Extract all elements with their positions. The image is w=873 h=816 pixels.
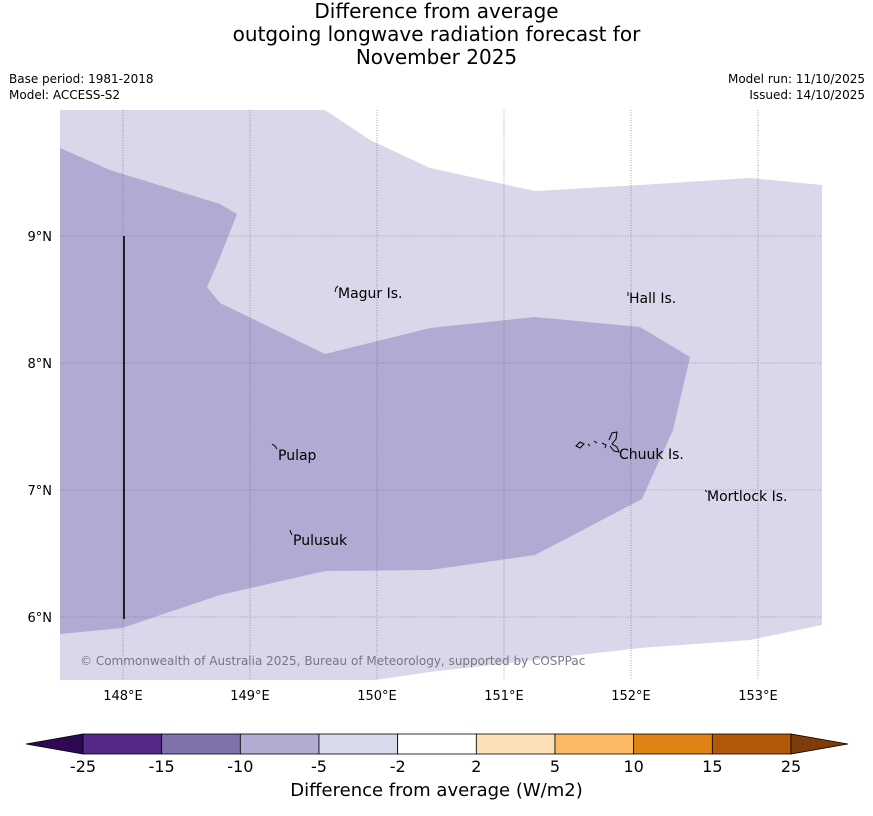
colorbar-tick: -5 [311, 757, 327, 776]
lat-tick-6: 6°N [28, 611, 53, 626]
colorbar-tick: 10 [623, 757, 643, 776]
meta-right: Model run: 11/10/2025 Issued: 14/10/2025 [728, 71, 865, 103]
title-line-2: outgoing longwave radiation forecast for [232, 22, 641, 46]
colorbar-segment [711, 733, 792, 755]
colorbar-tick: -10 [227, 757, 253, 776]
label-hall: Hall Is. [629, 291, 676, 307]
colorbar-extend-low [25, 733, 84, 755]
island-magur [334, 285, 339, 293]
colorbar-tick: 2 [471, 757, 481, 776]
label-chuuk: Chuuk Is. [619, 447, 684, 463]
meta-left: Base period: 1981-2018 Model: ACCESS-S2 [9, 71, 154, 103]
colorbar-segment [554, 733, 635, 755]
lat-tick-9: 9°N [28, 230, 53, 245]
colorbar-segment [318, 733, 399, 755]
field-medium [60, 148, 690, 634]
title-line-3: November 2025 [355, 45, 518, 69]
lon-tick-150: 150°E [357, 689, 397, 704]
colorbar-tick: -2 [390, 757, 406, 776]
title-line-1: Difference from average [314, 0, 559, 23]
lon-tick-151: 151°E [484, 689, 524, 704]
lon-tick-152: 152°E [611, 689, 651, 704]
colorbar-tick: 5 [550, 757, 560, 776]
lon-tick-153: 153°E [738, 689, 778, 704]
island-chuuk [575, 431, 620, 453]
island-pulusuk [289, 529, 293, 536]
colorbar-extend-high [790, 733, 849, 755]
colorbar-segment [82, 733, 163, 755]
base-period-text: Base period: 1981-2018 [9, 72, 154, 86]
colorbar-tick: -25 [70, 757, 96, 776]
colorbar-segment [161, 733, 241, 755]
model-run-text: Model run: 11/10/2025 [727, 72, 865, 86]
map-title: Difference from average outgoing longwav… [0, 0, 873, 69]
island-pulap [271, 443, 278, 450]
lat-tick-7: 7°N [28, 484, 53, 499]
label-pulusuk: Pulusuk [293, 533, 348, 549]
colorbar-segment [633, 733, 713, 755]
label-mortlock: Mortlock Is. [707, 489, 787, 505]
colorbar-tick: -15 [149, 757, 175, 776]
colorbar-tick: 15 [702, 757, 722, 776]
label-pulap: Pulap [278, 448, 317, 464]
model-text: Model: ACCESS-S2 [9, 88, 121, 102]
colorbar-label: Difference from average (W/m2) [290, 780, 583, 801]
island-mortlock [704, 489, 708, 493]
issued-text: Issued: 14/10/2025 [749, 88, 865, 102]
lon-tick-149: 149°E [230, 689, 270, 704]
label-magur: Magur Is. [338, 286, 403, 302]
colorbar: -25 -15 -10 -5 -2 2 5 10 15 25 [25, 733, 849, 776]
colorbar-segment [475, 733, 556, 755]
gridlines [60, 110, 822, 680]
colorbar-segment [397, 733, 477, 755]
island-shapes [271, 285, 708, 536]
lat-tick-8: 8°N [28, 357, 53, 372]
copyright-text: © Commonwealth of Australia 2025, Bureau… [80, 654, 585, 668]
colorbar-tick: 25 [781, 757, 801, 776]
lon-tick-148: 148°E [103, 689, 143, 704]
colorbar-segment [239, 733, 320, 755]
